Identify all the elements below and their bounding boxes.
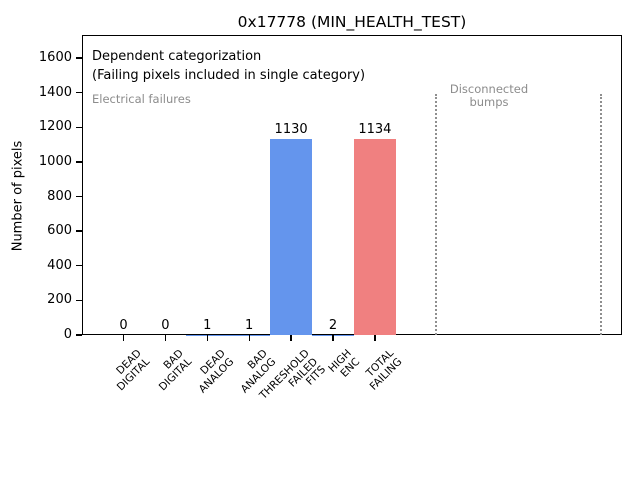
y-tick-label: 1600 [38,50,72,66]
annotation-note-line1: Dependent categorization [92,49,262,64]
y-tick-mark [76,57,82,59]
disconnected-bumps-label: Disconnected bumps [449,82,529,109]
y-tick-mark [76,265,82,267]
x-tick-label: HIGH ENC [326,347,362,380]
y-tick-mark [76,334,82,336]
chart-title: 0x17778 (MIN_HEALTH_TEST) [237,13,467,31]
x-tick-mark [164,335,167,341]
y-tick-label: 1000 [38,153,72,169]
bar-value-label: 0 [119,318,128,333]
section-separator-line [435,94,437,335]
x-tick-mark [122,335,125,341]
y-tick-label: 400 [47,257,72,273]
x-tick-mark [332,335,334,341]
x-tick-label: TOTAL FAILING [363,347,404,393]
bar [353,138,396,335]
x-tick-mark [374,335,376,341]
bar-value-label: 0 [161,318,170,333]
x-tick-label: DEAD ANALOG [196,347,237,396]
y-tick-mark [76,230,82,232]
bar-value-label: 1 [245,317,254,333]
x-tick-mark [206,335,208,341]
y-tick-mark [76,299,82,302]
y-tick-mark [76,126,82,128]
y-tick-mark [76,161,82,163]
bar-value-label: 1134 [358,121,392,137]
x-tick-mark [248,335,250,341]
bar [270,139,313,335]
bar-value-label: 1130 [274,122,308,138]
y-tick-label: 800 [47,188,72,204]
y-tick-label: 1200 [38,119,72,135]
bar-value-label: 1 [203,317,212,333]
electrical-failures-label: Electrical failures [92,92,191,106]
x-tick-label: DEAD DIGITAL [114,347,153,393]
y-tick-label: 600 [47,223,72,239]
bar-value-label: 2 [328,317,338,333]
y-tick-label: 0 [63,327,72,342]
y-tick-mark [76,195,82,198]
x-tick-mark [290,335,292,341]
section-separator-line [600,94,602,335]
y-tick-label: 200 [47,292,72,308]
plot-area [82,35,622,335]
y-tick-mark [76,91,82,94]
annotation-note-line2: (Failing pixels included in single categ… [92,68,366,83]
x-tick-label: BAD DIGITAL [156,347,195,393]
y-tick-label: 1400 [38,84,72,100]
